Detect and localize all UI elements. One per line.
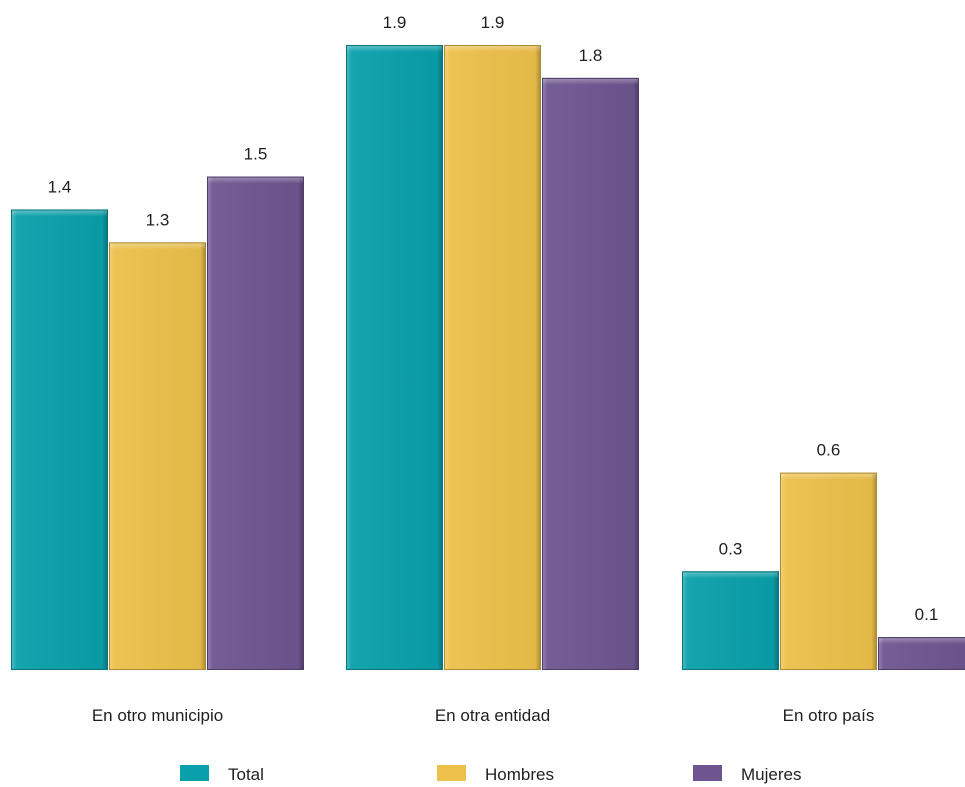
value-label-hombres-en-otra-entidad: 1.9 [481, 13, 505, 32]
legend-swatch-hombres [437, 765, 466, 781]
value-label-hombres-en-otro-municipio: 1.3 [146, 210, 170, 229]
legend-item-mujeres: Mujeres [693, 765, 801, 784]
bar-total-en-otro-municipio [11, 209, 108, 670]
bars-layer [11, 45, 965, 671]
bar-total-en-otra-entidad [346, 45, 443, 670]
bar-mujeres-en-otro-pais [878, 637, 965, 671]
bar-hombres-en-otro-pais [780, 472, 877, 671]
category-labels-layer: En otro municipio En otra entidad En otro … [92, 706, 875, 725]
legend-label-hombres: Hombres [485, 765, 554, 784]
bar-hombres-en-otro-municipio [109, 242, 206, 671]
legend-item-hombres: Hombres [437, 765, 554, 784]
value-label-mujeres-en-otra-entidad: 1.8 [579, 46, 603, 65]
category-label-en-otra-entidad: En otra entidad [435, 706, 550, 725]
value-label-total-en-otro-municipio: 1.4 [48, 177, 72, 196]
category-label-en-otro-pais: En otro país [783, 706, 875, 725]
legend-label-total: Total [228, 765, 264, 784]
value-label-mujeres-en-otro-pais: 0.1 [915, 605, 939, 624]
value-label-total-en-otra-entidad: 1.9 [383, 13, 407, 32]
bar-mujeres-en-otra-entidad [542, 77, 639, 671]
legend-label-mujeres: Mujeres [741, 765, 801, 784]
bar-total-en-otro-pais [682, 571, 779, 671]
value-label-total-en-otro-pais: 0.3 [719, 539, 743, 558]
legend-item-total: Total [180, 765, 264, 784]
bar-mujeres-en-otro-municipio [207, 176, 304, 670]
legend-swatch-total [180, 765, 209, 781]
legend: Total Hombres Mujeres [180, 765, 801, 784]
legend-swatch-mujeres [693, 765, 722, 781]
bar-hombres-en-otra-entidad [444, 45, 541, 670]
value-labels-layer: 1.4 1.3 1.5 1.9 1.9 1.8 0.3 0.6 0.1 [48, 13, 939, 624]
category-label-en-otro-municipio: En otro municipio [92, 706, 223, 725]
value-label-mujeres-en-otro-municipio: 1.5 [244, 145, 268, 164]
value-label-hombres-en-otro-pais: 0.6 [817, 441, 841, 460]
